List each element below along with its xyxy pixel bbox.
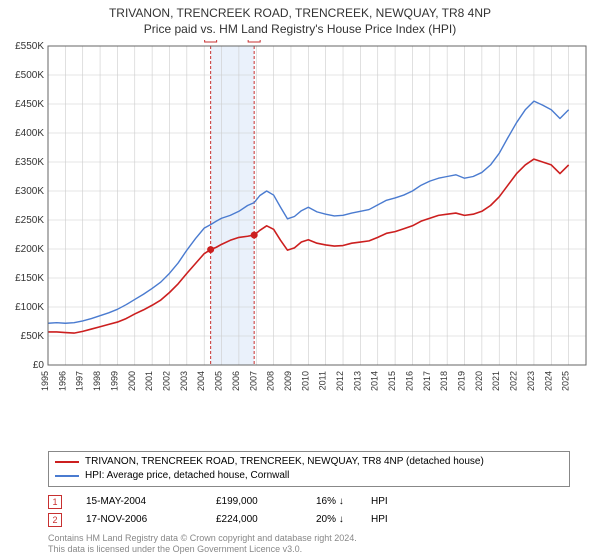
svg-text:£150K: £150K <box>15 273 44 284</box>
svg-text:2006: 2006 <box>231 371 241 391</box>
svg-text:1995: 1995 <box>40 371 50 391</box>
svg-text:2007: 2007 <box>248 371 258 391</box>
svg-text:2002: 2002 <box>161 371 171 391</box>
sale-pct: 20% ↓ <box>316 514 371 525</box>
svg-text:£250K: £250K <box>15 215 44 226</box>
svg-text:2016: 2016 <box>404 371 414 391</box>
sale-hpi-suffix: HPI <box>371 514 388 525</box>
svg-text:2025: 2025 <box>561 371 571 391</box>
svg-text:£450K: £450K <box>15 99 44 110</box>
legend-swatch <box>55 461 79 463</box>
footer: Contains HM Land Registry data © Crown c… <box>48 533 570 556</box>
legend-row: TRIVANON, TRENCREEK ROAD, TRENCREEK, NEW… <box>55 455 563 469</box>
svg-text:£100K: £100K <box>15 302 44 313</box>
legend-label: HPI: Average price, detached house, Corn… <box>85 470 289 481</box>
sale-pct: 16% ↓ <box>316 496 371 507</box>
svg-text:£550K: £550K <box>15 41 44 52</box>
svg-text:2001: 2001 <box>144 371 154 391</box>
svg-text:2018: 2018 <box>439 371 449 391</box>
svg-text:1: 1 <box>208 40 213 42</box>
svg-text:2011: 2011 <box>318 371 328 390</box>
svg-text:£50K: £50K <box>21 331 45 342</box>
legend-swatch <box>55 475 79 477</box>
chart-title-2: Price paid vs. HM Land Registry's House … <box>0 22 600 36</box>
svg-text:2000: 2000 <box>127 371 137 391</box>
table-row: 1 15-MAY-2004 £199,000 16% ↓ HPI <box>48 493 570 511</box>
sale-price: £199,000 <box>216 496 316 507</box>
svg-text:2008: 2008 <box>266 371 276 391</box>
svg-text:£500K: £500K <box>15 70 44 81</box>
svg-text:2004: 2004 <box>196 371 206 391</box>
plot-area: £0 £50K £100K £150K £200K £250K £300K £350K £400… <box>0 40 600 447</box>
svg-text:£0: £0 <box>33 360 45 371</box>
sale-marker-icon: 2 <box>48 513 62 527</box>
sale-date: 17-NOV-2006 <box>86 514 216 525</box>
svg-text:2014: 2014 <box>370 371 380 391</box>
svg-text:2024: 2024 <box>543 371 553 391</box>
svg-text:£400K: £400K <box>15 128 44 139</box>
chart-svg: £0 £50K £100K £150K £200K £250K £300K £350K £400… <box>0 40 600 395</box>
svg-text:1997: 1997 <box>75 371 85 391</box>
table-row: 2 17-NOV-2006 £224,000 20% ↓ HPI <box>48 511 570 529</box>
sale-price: £224,000 <box>216 514 316 525</box>
svg-text:2005: 2005 <box>214 371 224 391</box>
svg-text:2003: 2003 <box>179 371 189 391</box>
legend-label: TRIVANON, TRENCREEK ROAD, TRENCREEK, NEW… <box>85 456 484 467</box>
sale-hpi-suffix: HPI <box>371 496 388 507</box>
sale-marker-icon: 1 <box>48 495 62 509</box>
footer-line: Contains HM Land Registry data © Crown c… <box>48 533 570 545</box>
svg-text:1999: 1999 <box>109 371 119 391</box>
svg-text:2020: 2020 <box>474 371 484 391</box>
svg-text:2012: 2012 <box>335 371 345 391</box>
svg-text:1998: 1998 <box>92 371 102 391</box>
sales-table: 1 15-MAY-2004 £199,000 16% ↓ HPI 2 17-NO… <box>48 493 570 529</box>
svg-text:2019: 2019 <box>457 371 467 391</box>
footer-line: This data is licensed under the Open Gov… <box>48 544 570 556</box>
svg-text:2021: 2021 <box>491 371 501 391</box>
svg-text:2009: 2009 <box>283 371 293 391</box>
svg-text:£200K: £200K <box>15 244 44 255</box>
svg-text:£350K: £350K <box>15 157 44 168</box>
svg-text:2015: 2015 <box>387 371 397 391</box>
svg-text:2: 2 <box>252 40 257 42</box>
svg-text:2017: 2017 <box>422 371 432 391</box>
svg-text:2010: 2010 <box>300 371 310 391</box>
svg-text:£300K: £300K <box>15 186 44 197</box>
chart-titles: TRIVANON, TRENCREEK ROAD, TRENCREEK, NEW… <box>0 0 600 36</box>
legend-row: HPI: Average price, detached house, Corn… <box>55 469 563 483</box>
sale-date: 15-MAY-2004 <box>86 496 216 507</box>
svg-text:1996: 1996 <box>57 371 67 391</box>
svg-text:2023: 2023 <box>526 371 536 391</box>
svg-text:2013: 2013 <box>352 371 362 391</box>
svg-text:2022: 2022 <box>509 371 519 391</box>
legend: TRIVANON, TRENCREEK ROAD, TRENCREEK, NEW… <box>48 451 570 487</box>
chart-title-1: TRIVANON, TRENCREEK ROAD, TRENCREEK, NEW… <box>0 6 600 20</box>
